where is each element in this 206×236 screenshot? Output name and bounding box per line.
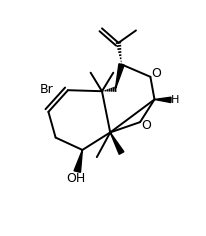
- Polygon shape: [110, 132, 124, 154]
- Polygon shape: [154, 97, 171, 103]
- Text: H: H: [171, 95, 180, 105]
- Polygon shape: [115, 64, 124, 89]
- Text: O: O: [141, 119, 151, 132]
- Text: O: O: [152, 67, 162, 80]
- Text: Br: Br: [40, 83, 53, 96]
- Polygon shape: [74, 150, 82, 172]
- Text: OH: OH: [67, 172, 86, 185]
